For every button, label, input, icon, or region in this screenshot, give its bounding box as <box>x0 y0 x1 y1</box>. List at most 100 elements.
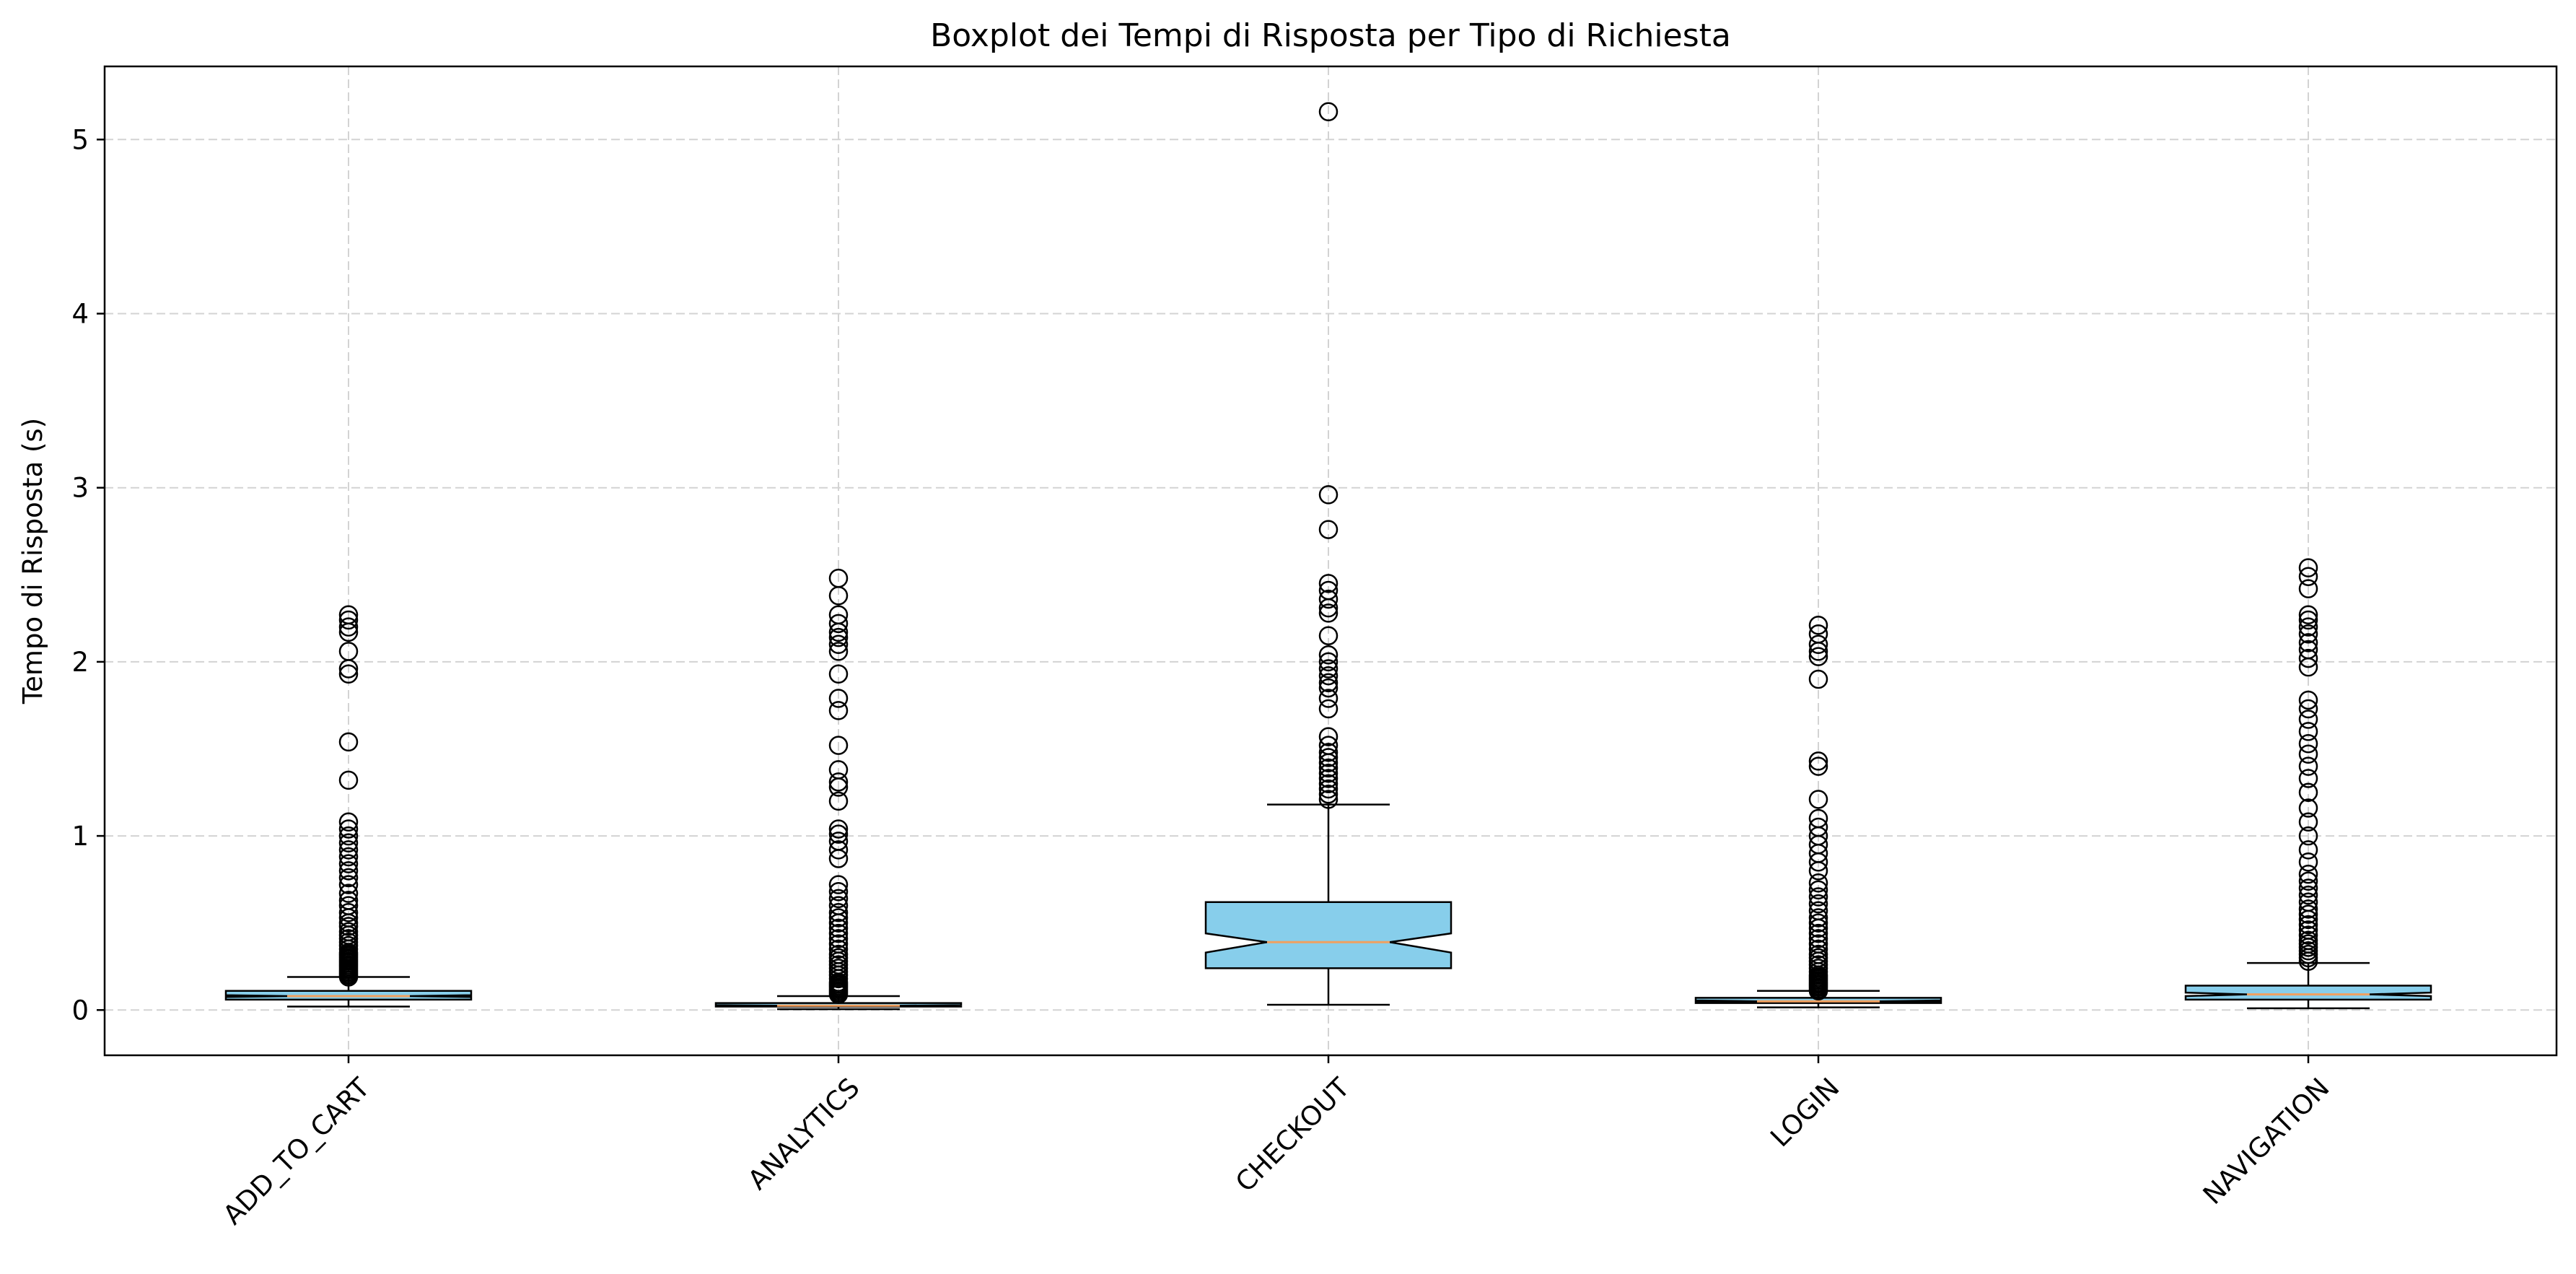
outlier-point <box>338 664 359 684</box>
outlier-point <box>828 875 849 894</box>
outlier-point <box>338 875 359 894</box>
outlier-point <box>1808 894 1828 914</box>
outlier-point <box>1318 574 1339 593</box>
outlier-point <box>828 832 849 851</box>
outlier-point <box>2298 633 2318 653</box>
outlier-point <box>828 939 849 959</box>
outlier-point <box>2298 579 2318 598</box>
outlier-point <box>2298 610 2318 630</box>
outlier-point <box>828 568 849 588</box>
plot-area-frame <box>103 65 2558 1057</box>
box-body <box>1204 901 1453 969</box>
outlier-point <box>2298 624 2318 644</box>
outlier-point <box>2298 722 2318 741</box>
outlier-point <box>2298 734 2318 754</box>
outlier-point <box>1808 939 1828 959</box>
outlier-point <box>828 689 849 708</box>
outlier-point <box>338 840 359 860</box>
outlier-point <box>338 833 359 852</box>
outlier-point <box>1808 817 1828 837</box>
y-axis-label: Tempo di Risposta (s) <box>17 418 48 704</box>
outlier-point <box>1318 758 1339 778</box>
outlier-point <box>1808 913 1828 933</box>
outlier-point <box>338 896 359 915</box>
outlier-point <box>1318 673 1339 693</box>
outlier-point <box>828 824 849 844</box>
outlier-point <box>1808 790 1828 809</box>
outlier-point <box>1808 615 1828 635</box>
y-tick-label: 0 <box>71 995 89 1026</box>
outlier-point <box>2298 892 2318 912</box>
outlier-point <box>338 605 359 625</box>
outlier-point <box>2298 567 2318 586</box>
outlier-point <box>1318 520 1339 539</box>
outlier-point <box>1808 944 1828 964</box>
outlier-point <box>2298 920 2318 940</box>
outlier-point <box>2298 744 2318 764</box>
outlier-point <box>338 854 359 873</box>
outlier-point <box>1318 774 1339 793</box>
outlier-point <box>1318 589 1339 609</box>
outlier-point <box>1808 923 1828 943</box>
outlier-point <box>828 819 849 839</box>
outlier-point <box>1318 689 1339 708</box>
outlier-point <box>338 902 359 922</box>
outlier-point <box>338 891 359 910</box>
outlier-point <box>2298 864 2318 884</box>
outlier-point <box>2298 756 2318 776</box>
outlier-point <box>1318 790 1339 809</box>
outlier-point <box>338 642 359 661</box>
outlier-point <box>1318 666 1339 686</box>
outlier-point <box>1318 769 1339 788</box>
outlier-point <box>1318 764 1339 783</box>
outlier-point <box>338 826 359 846</box>
outlier-point <box>1318 699 1339 719</box>
outlier-point <box>828 923 849 943</box>
outlier-point <box>1808 934 1828 954</box>
y-tick-label: 5 <box>71 124 89 155</box>
outlier-point <box>2298 826 2318 846</box>
outlier-point <box>1318 652 1339 672</box>
outlier-point <box>338 812 359 832</box>
outlier-point <box>828 736 849 755</box>
grid-lines <box>105 66 2557 1055</box>
outlier-point <box>1318 748 1339 767</box>
outlier-point <box>828 701 849 720</box>
outlier-point <box>828 840 849 860</box>
box-group-login <box>1694 615 1942 1008</box>
outlier-point <box>338 868 359 888</box>
outlier-point <box>1318 626 1339 645</box>
outlier-point <box>1808 887 1828 907</box>
outlier-point <box>1808 669 1828 689</box>
outlier-point <box>2298 871 2318 891</box>
outlier-point <box>828 929 849 948</box>
y-tick-label: 2 <box>71 647 89 678</box>
outlier-point <box>1318 603 1339 623</box>
outlier-point <box>1318 645 1339 665</box>
outlier-point <box>1318 784 1339 804</box>
outlier-point <box>828 918 849 938</box>
outlier-point <box>338 610 359 630</box>
outlier-point <box>828 944 849 964</box>
outlier-point <box>2298 904 2318 924</box>
y-tick-label: 4 <box>71 299 89 330</box>
outlier-point <box>1808 756 1828 776</box>
outlier-point <box>1318 678 1339 698</box>
box-group-checkout <box>1204 102 1453 1006</box>
outlier-point <box>828 634 849 655</box>
outlier-point <box>828 908 849 928</box>
box-group-add-to-cart <box>224 605 473 1008</box>
outlier-point <box>1318 727 1339 746</box>
outlier-point <box>1808 908 1828 928</box>
outlier-point <box>2298 690 2318 710</box>
outlier-point <box>1808 873 1828 893</box>
outlier-point <box>828 889 849 909</box>
outlier-point <box>338 922 359 941</box>
outlier-point <box>2298 878 2318 898</box>
box-group-navigation <box>2184 558 2432 1010</box>
outlier-point <box>338 883 359 903</box>
outlier-point <box>1808 634 1828 655</box>
outlier-point <box>1808 808 1828 829</box>
outlier-point <box>1808 929 1828 948</box>
